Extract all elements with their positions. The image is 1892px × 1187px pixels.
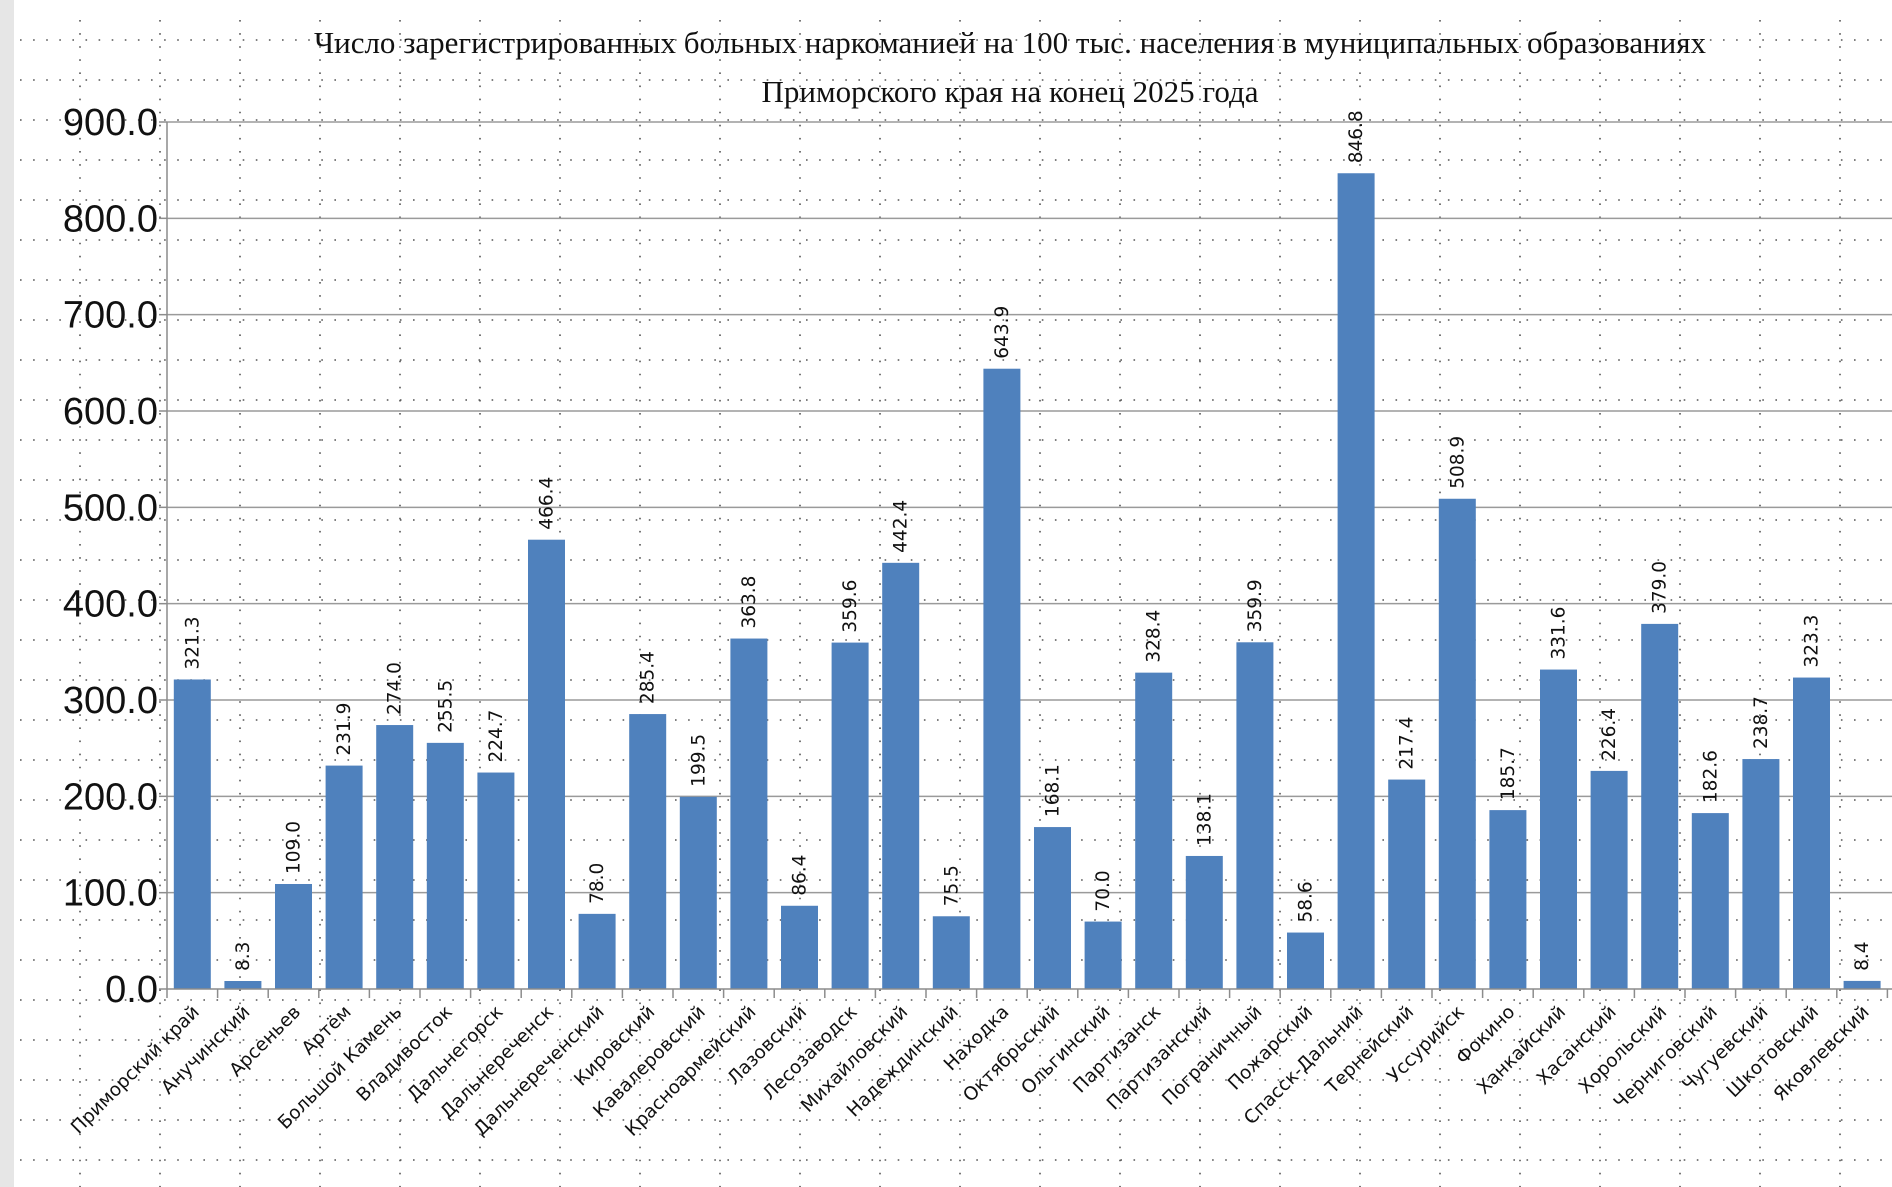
x-axis [166,988,1892,998]
data-label: 846.8 [1346,110,1367,163]
y-tick-label: 300.0 [63,680,158,722]
data-label: 70.0 [1093,870,1114,911]
data-label: 226.4 [1599,708,1620,761]
bars [173,173,1881,989]
x-axis-labels: Приморский крайАнучинскийАрсеньевАртёмБо… [67,1002,1873,1141]
bar [1135,672,1173,989]
data-label: 359.6 [840,580,861,633]
bar [679,796,717,989]
data-label: 168.1 [1043,764,1064,817]
bar [477,772,515,989]
x-tick-label: Анучинский [157,1002,254,1099]
dot-grid-rows [20,39,1892,1161]
bar [1843,980,1881,989]
y-tick-label: 100.0 [63,873,158,915]
chart-title-line-2: Приморского края на конец 2025 года [762,74,1259,109]
y-tick-label: 400.0 [63,584,158,626]
data-label: 75.5 [941,865,962,906]
data-label: 58.6 [1296,881,1317,922]
data-label: 138.1 [1194,793,1215,846]
data-label: 643.9 [992,306,1013,359]
data-label: 255.5 [435,680,456,733]
x-tick-label: Ханкайский [1473,1002,1570,1099]
data-labels: 321.3 8.3 109.0 231.9 274.0 255.5 224.7 466.4 78… [182,110,1873,971]
bar [224,981,262,989]
bar [1388,779,1426,989]
data-label: 224.7 [486,710,507,763]
bar [173,679,211,989]
data-label: 8.4 [1852,941,1873,970]
bar [578,913,616,989]
bar [1034,827,1071,989]
bar [1691,813,1729,989]
data-label: 321.3 [182,617,203,670]
bar [1742,759,1780,989]
data-label: 359.9 [1245,579,1266,632]
x-tick-label: Хорольский [1575,1002,1671,1098]
data-label: 285.4 [638,651,659,704]
data-label: 274.0 [385,662,406,715]
bar [1287,932,1324,989]
bar [1641,623,1679,989]
data-label: 231.9 [334,703,355,756]
data-label: 199.5 [688,734,709,787]
bar [1540,669,1577,989]
data-label: 363.8 [739,576,760,629]
x-tick-label: Партизанск [1069,1002,1165,1098]
bar [1793,677,1830,989]
bar [629,714,667,989]
data-label: 182.6 [1700,750,1721,803]
bar [275,883,312,989]
data-label: 466.4 [537,477,558,530]
data-label: 238.7 [1751,696,1772,749]
bar [730,638,768,989]
data-label: 78.0 [587,863,608,904]
data-label: 217.4 [1397,717,1418,770]
data-label: 109.0 [284,821,305,874]
bar [1236,642,1274,989]
data-label: 323.3 [1802,615,1823,668]
bar [1489,810,1527,989]
x-tick-label: Тернейский [1321,1002,1418,1099]
data-label: 442.4 [891,500,912,553]
bar [983,368,1021,989]
bar [781,905,818,989]
background-dot-grid [20,20,1892,1187]
bar [1084,921,1122,989]
bar [1185,855,1223,989]
bar [325,765,363,989]
data-label: 379.0 [1650,561,1671,614]
bar [932,916,970,989]
data-label: 86.4 [790,855,811,896]
x-tick-label: Ольгинский [1017,1002,1114,1099]
y-tick-label: 500.0 [63,487,158,529]
left-edge-strip [0,0,14,1187]
data-label: 328.4 [1144,610,1165,663]
y-tick-label: 0.0 [105,969,158,1011]
y-tick-label: 800.0 [63,198,158,240]
data-label: 508.9 [1447,436,1468,489]
bar [1438,498,1476,989]
bar [426,742,464,989]
data-label: 185.7 [1498,747,1519,800]
data-label: 8.3 [233,942,254,971]
y-axis: 0.0 100.0 200.0 300.0 400.0 500.0 600.0 700.0 80… [63,102,168,1011]
bar [1337,173,1375,989]
bar [1590,770,1628,989]
y-tick-label: 900.0 [63,102,158,144]
y-tick-label: 700.0 [63,295,158,337]
chart-title: Число зарегистрированных больных наркома… [314,25,1707,109]
bar [528,539,565,989]
y-tick-label: 200.0 [63,776,158,818]
y-tick-label: 600.0 [63,391,158,433]
y-gridlines [167,121,1892,894]
bar [882,562,920,989]
bar [831,642,869,989]
bar [376,725,414,989]
chart-title-line-1: Число зарегистрированных больных наркома… [314,25,1707,60]
data-label: 331.6 [1549,607,1570,660]
